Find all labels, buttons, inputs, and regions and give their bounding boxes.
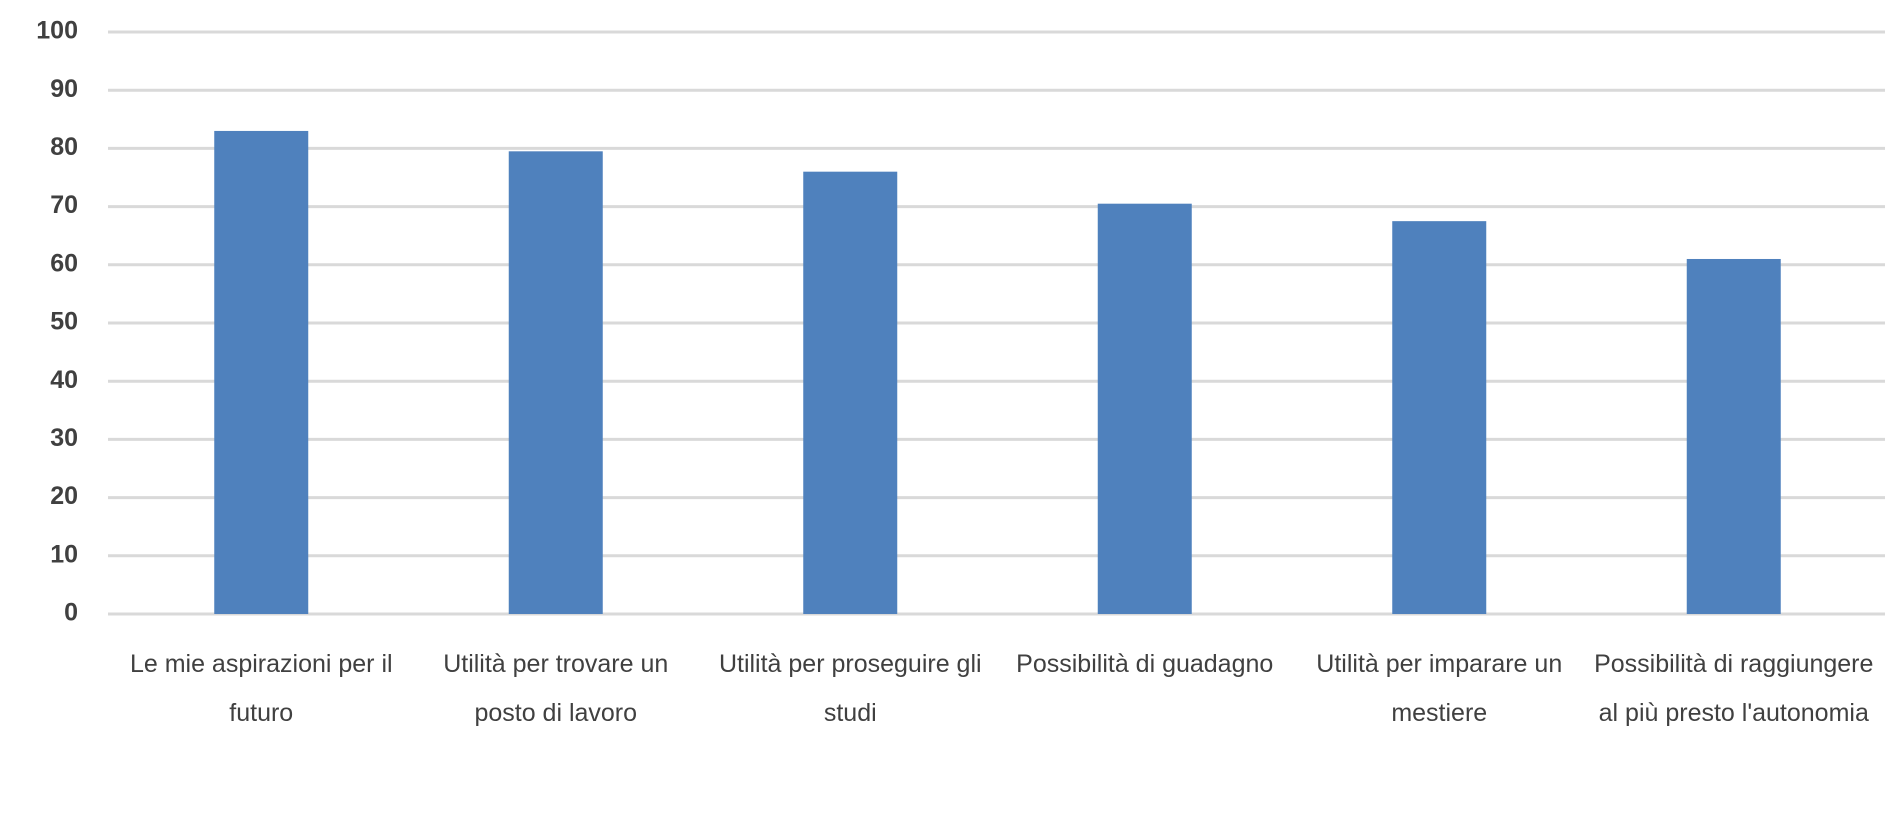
y-tick-label: 90 (50, 75, 78, 103)
y-tick-label: 40 (50, 366, 78, 394)
bar (508, 151, 603, 614)
y-tick-label: 100 (36, 17, 78, 45)
x-tick-label: Possibilità di guadagno (1016, 650, 1273, 678)
bar (214, 130, 309, 614)
y-tick-label: 70 (50, 191, 78, 219)
y-tick-label: 60 (50, 249, 78, 277)
x-tick-label: Le mie aspirazioni per il futuro (130, 650, 393, 727)
bar (803, 171, 898, 614)
bar (1392, 221, 1487, 614)
x-tick-label: Utilità per imparare un mestiere (1316, 650, 1562, 727)
y-tick-label: 20 (50, 482, 78, 510)
bar (1686, 258, 1781, 614)
y-tick-label: 30 (50, 424, 78, 452)
y-tick-label: 10 (50, 540, 78, 568)
x-tick-label: Utilità per trovare un posto di lavoro (443, 650, 668, 727)
y-tick-label: 80 (50, 133, 78, 161)
bar (1097, 203, 1192, 614)
x-tick-label: Utilità per proseguire gli studi (719, 650, 982, 727)
y-tick-label: 0 (64, 599, 78, 627)
x-tick-label: Possibilità di raggiungere al più presto … (1594, 650, 1873, 727)
y-tick-label: 50 (50, 308, 78, 336)
